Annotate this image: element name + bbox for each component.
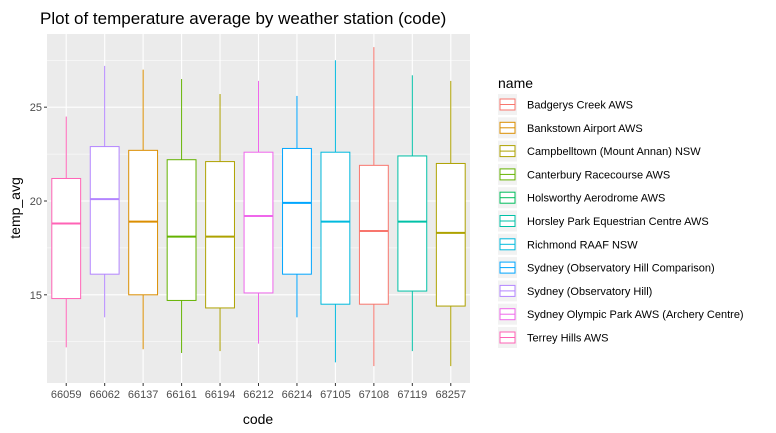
box-body: [166, 159, 197, 301]
x-axis-title: code: [243, 411, 274, 427]
y-axis-title: temp_avg: [7, 177, 23, 238]
box-66062: [89, 65, 120, 318]
chart-title: Plot of temperature average by weather s…: [40, 9, 446, 28]
box-body: [397, 155, 428, 292]
y-tick-label: 25: [30, 102, 42, 114]
x-tick-label: 66214: [282, 389, 313, 401]
box-body: [205, 161, 235, 309]
x-tick-label: 66137: [128, 389, 159, 401]
legend-label: Horsley Park Equestrian Centre AWS: [527, 216, 709, 228]
legend-label: Holsworthy Aerodrome AWS: [527, 193, 665, 205]
box-67108: [358, 47, 389, 367]
box-67105: [320, 60, 351, 363]
legend-entry: Badgerys Creek AWS: [498, 94, 633, 115]
legend-title: name: [498, 75, 533, 91]
box-67119: [397, 75, 428, 352]
y-tick-label: 20: [30, 196, 42, 208]
legend-label: Sydney (Observatory Hill): [527, 286, 652, 298]
legend-label: Richmond RAAF NSW: [527, 239, 638, 251]
x-tick-label: 66059: [51, 389, 82, 401]
x-tick-label: 66062: [89, 389, 120, 401]
x-tick-label: 66161: [166, 389, 197, 401]
box-body: [435, 162, 466, 307]
box-66137: [128, 69, 159, 350]
box-body: [282, 147, 312, 275]
x-tick-label: 67119: [397, 389, 427, 401]
legend-entry: Sydney (Observatory Hill): [498, 280, 652, 302]
x-tick-label: 66212: [243, 389, 274, 401]
box-body: [51, 177, 82, 300]
box-body: [89, 146, 120, 275]
legend-label: Campbelltown (Mount Annan) NSW: [527, 146, 701, 158]
box-66059: [51, 116, 82, 348]
y-axis: 15 20 25: [30, 102, 47, 302]
legend-entry: Holsworthy Aerodrome AWS: [498, 187, 665, 209]
box-68257: [435, 80, 466, 367]
x-tick-label: 67105: [320, 389, 351, 401]
legend-label: Bankstown Airport AWS: [527, 123, 643, 135]
box-66194: [205, 94, 235, 352]
x-tick-label: 67108: [359, 389, 390, 401]
legend-entry: Bankstown Airport AWS: [498, 117, 643, 139]
x-tick-label: 68257: [435, 389, 466, 401]
legend-label: Badgerys Creek AWS: [527, 100, 633, 112]
legend-entry: Canterbury Racecourse AWS: [498, 163, 670, 185]
box-66214: [282, 95, 312, 318]
box-body: [320, 151, 351, 305]
x-axis: 66059 66062 66137 66161 66194 66212 66214 67105…: [51, 383, 466, 401]
legend-label: Sydney (Observatory Hill Comparison): [527, 263, 715, 275]
box-66212: [243, 80, 274, 344]
legend-label: Canterbury Racecourse AWS: [527, 169, 670, 181]
legend-entry: Sydney Olympic Park AWS (Archery Centre): [498, 303, 744, 325]
x-tick-label: 66194: [205, 389, 236, 401]
legend-entry: Horsley Park Equestrian Centre AWS: [498, 210, 709, 232]
legend-entry: Sydney (Observatory Hill Comparison): [498, 257, 715, 279]
box-body: [358, 164, 389, 305]
legend-entry: Campbelltown (Mount Annan) NSW: [498, 140, 701, 162]
box-series: [51, 47, 466, 367]
legend-entry: Richmond RAAF NSW: [498, 233, 638, 255]
legend-label: Sydney Olympic Park AWS (Archery Centre): [527, 309, 744, 321]
box-66161: [166, 79, 197, 353]
legend-entry: Terrey Hills AWS: [498, 327, 609, 348]
legend-label: Terrey Hills AWS: [527, 333, 609, 345]
legend: Badgerys Creek AWS Bankstown Airport AWS C…: [498, 94, 744, 348]
box-body: [243, 151, 274, 294]
y-tick-label: 15: [30, 290, 42, 302]
